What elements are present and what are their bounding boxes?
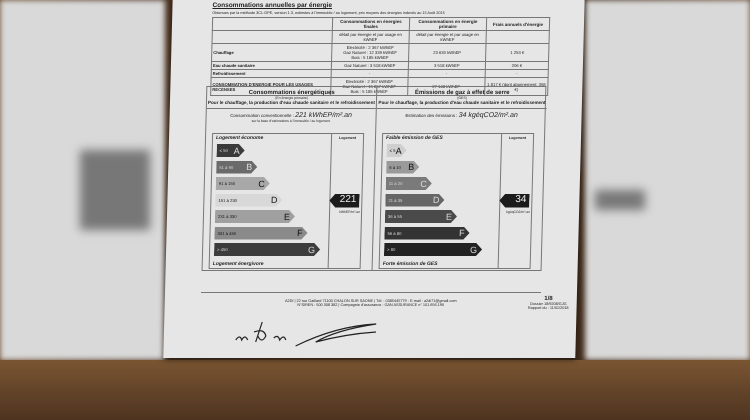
ges-class-g: > 80 G [384, 243, 482, 256]
energy-class-g: > 450 G [214, 243, 320, 256]
energy-description: Pour le chauffage, la production d'eau c… [207, 100, 376, 105]
ges-estimate: Estimation des émissions : 34 kgéqCO2/m²… [376, 108, 547, 119]
ges-class-c: 11 à 20 C [386, 177, 432, 190]
footer: A2DI | 22 rue Gaillard 71100 CHALON SUR … [200, 292, 541, 307]
ges-class-f: 56 à 80 F [384, 227, 469, 240]
table-row: Refroidissement - - - [211, 69, 549, 78]
page-info: 1/8 Dossier 18/9208/GJG Rapport du : 11/… [528, 296, 569, 310]
energy-bottom-label: Logement énergivore [212, 261, 264, 267]
blurred-page-left [0, 0, 165, 360]
handwritten-signature [235, 321, 377, 347]
annual-cost: 1 253 € [485, 43, 549, 62]
ges-class-b: 6 à 10 B [386, 161, 419, 174]
consumption-table: Consommations en énergies finales Consomm… [210, 17, 550, 96]
primary-energy: - [407, 69, 486, 78]
row-label: Chauffage [211, 43, 332, 62]
final-energy: Gaz Naturel : 3 518 kWhEF [331, 61, 409, 70]
ges-description: Pour le chauffage, la production d'eau c… [378, 100, 546, 105]
final-energy: - [330, 69, 409, 78]
ges-value-marker: 34 [499, 194, 529, 208]
energy-scale: Logement économe Logement énergivore Log… [208, 133, 365, 269]
energy-class-f: 331 à 450 F [214, 227, 307, 240]
energy-unit: kWhEP/m².an [339, 209, 361, 214]
energy-title: Consommations énergétiques [248, 90, 335, 96]
table-row: Eau chaude sanitaire Gaz Naturel : 3 518 … [211, 61, 549, 70]
wood-floor [0, 360, 750, 420]
ges-top-label: Faible émission de GES [385, 135, 443, 141]
col-header: Frais annuels d'énergie [486, 17, 550, 31]
energy-class-e: 231 à 330 E [215, 210, 295, 223]
ges-scale: Faible émission de GES Forte émission de… [378, 133, 535, 269]
annual-cost: - [485, 69, 549, 78]
subheader: détail par énergie et par usage en kWhEP [408, 30, 487, 44]
row-label: Eau chaude sanitaire [211, 61, 332, 70]
report-date: Rapport du : 11/01/2018 [527, 306, 569, 310]
ges-class-d: 21 à 35 D [385, 194, 444, 207]
energy-class-c: 91 à 150 C [216, 177, 270, 190]
ges-unit: kgéqCO2/m².an [506, 209, 531, 214]
ges-class-e: 36 à 55 E [385, 210, 457, 223]
annual-cost: 206 € [485, 61, 549, 70]
dpe-document: Consommations annuelles par énergie Obte… [163, 0, 585, 358]
primary-energy: 23 630 kWhEP [408, 43, 487, 62]
section-subtitle: Obtenues par la méthode 3CL-DPE, version… [212, 11, 445, 15]
table-row: Chauffage Electricité : 2 367 kWhEF Gaz Na… [211, 43, 549, 62]
energy-class-a: ≤ 50 A [217, 144, 245, 157]
row-label: Refroidissement [211, 69, 332, 78]
ges-panel: Émissions de gaz à effet de serre (GES) … [373, 87, 548, 270]
ges-title: Émissions de gaz à effet de serre [414, 90, 510, 96]
footer-siren: N°SIREN : 500 308 382 | Compagnie d'assu… [297, 303, 445, 307]
primary-energy: 3 518 kWhEP [408, 61, 486, 70]
col-header: Consommations en énergie primaire [409, 17, 487, 31]
energy-value-marker: 221 [329, 194, 359, 208]
blurred-page-right [585, 0, 750, 360]
ges-bottom-label: Forte émission de GES [382, 261, 438, 267]
energy-top-label: Logement économe [215, 135, 264, 141]
labels-section: Consommations énergétiques (En énergie p… [201, 86, 548, 271]
final-energy: Electricité : 2 367 kWhEF Gaz Naturel : 1… [331, 43, 409, 62]
section-title: Consommations annuelles par énergie [212, 2, 333, 9]
energy-class-b: 51 à 90 B [216, 161, 257, 174]
energy-class-d: 151 à 230 D [215, 194, 282, 207]
col-header: Consommations en énergies finales [332, 17, 410, 31]
energy-estimate: Consommation conventionnelle : 221 kWhEP… [206, 108, 376, 123]
subheader: détail par énergie et par usage en kWhEF [331, 30, 410, 44]
energy-panel: Consommations énergétiques (En énergie p… [202, 87, 378, 270]
